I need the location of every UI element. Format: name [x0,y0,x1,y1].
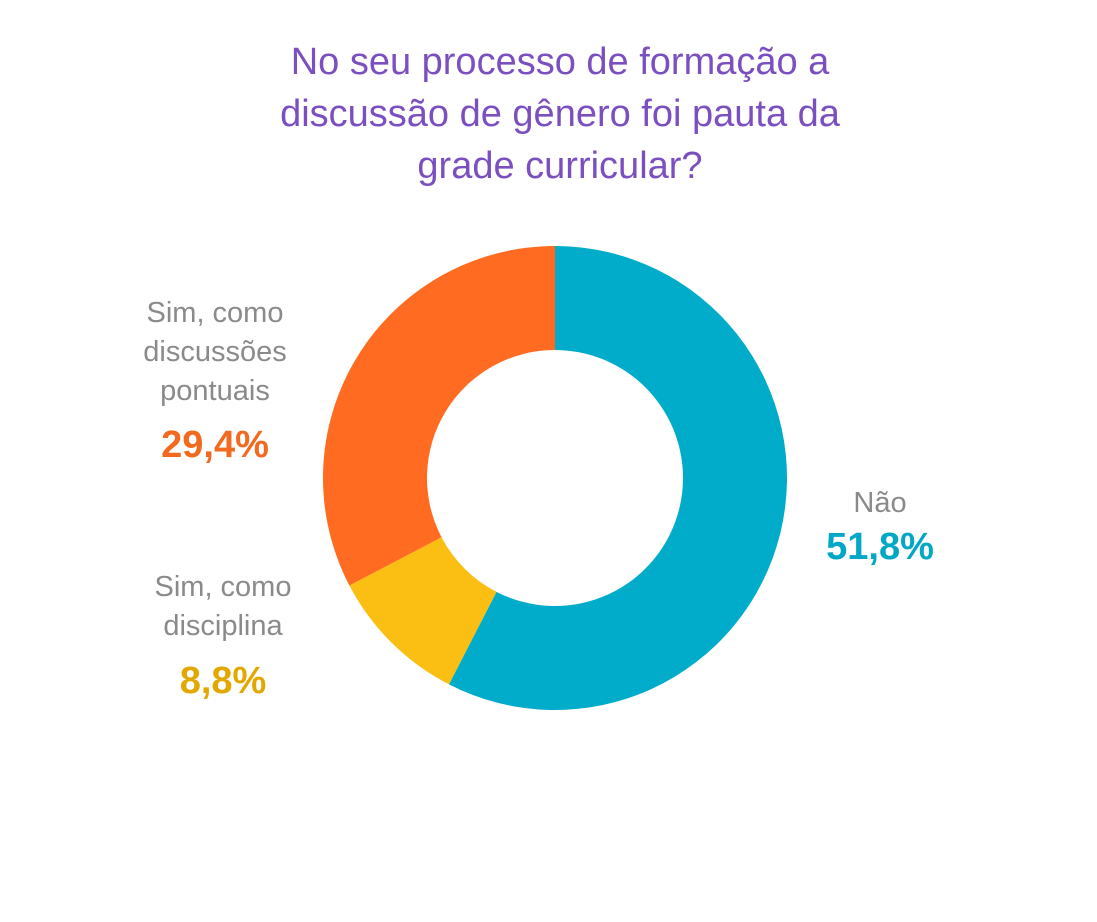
label-disciplina-line: disciplina [163,610,283,642]
label-disciplina-line: Sim, como [154,571,292,603]
label-pontuais-line: pontuais [160,375,270,407]
donut-slice-2 [323,246,555,586]
data-label-pontuais: 29,4% [161,424,269,466]
chart-title-line: No seu processo de formação a [290,41,830,83]
chart-title-line: discussão de gênero foi pauta da [280,93,840,135]
data-label-disciplina: 8,8% [179,660,267,702]
donut-slice-1 [349,537,497,685]
label-pontuais-line: discussões [143,336,287,368]
label-pontuais: Sim, como discussões pontuais [120,294,310,411]
donut-slice-0 [448,246,787,711]
label-disciplina: Sim, como disciplina [128,568,318,646]
data-label-nao: 51,8% [826,526,934,568]
chart-title-line: grade curricular? [417,145,703,187]
label-nao: Não [790,484,970,523]
label-nao-line: Não [853,487,907,519]
label-pontuais-line: Sim, como [146,297,284,329]
chart-title: No seu processo de formação a discussão … [200,36,920,192]
